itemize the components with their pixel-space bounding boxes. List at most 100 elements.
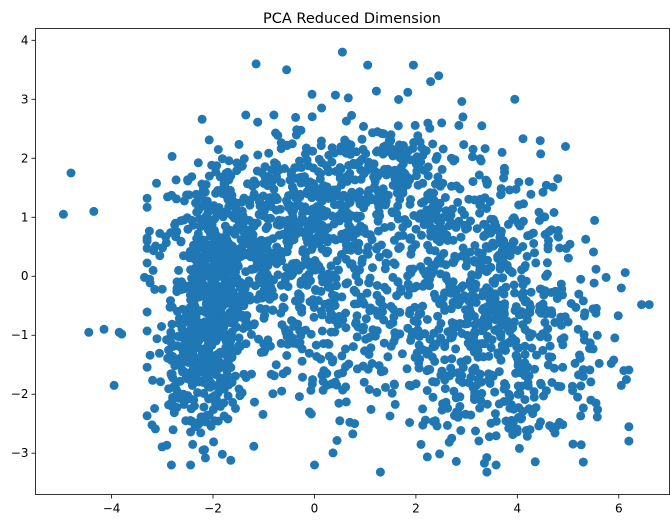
scatter-point — [265, 341, 275, 351]
scatter-point — [290, 264, 300, 274]
y-tick-label: −3 — [11, 446, 29, 460]
scatter-point — [228, 289, 238, 299]
scatter-point — [297, 163, 306, 172]
scatter-point — [237, 197, 247, 207]
scatter-point — [241, 339, 251, 349]
scatter-point — [530, 248, 539, 258]
scatter-point — [442, 420, 452, 430]
scatter-point — [440, 342, 450, 352]
scatter-point — [369, 172, 379, 182]
scatter-point — [482, 302, 492, 312]
scatter-point — [462, 256, 472, 265]
scatter-point — [436, 258, 446, 268]
scatter-point — [468, 144, 478, 154]
scatter-point — [585, 365, 595, 375]
scatter-point — [520, 261, 530, 270]
scatter-point — [561, 142, 570, 151]
scatter-point — [439, 232, 449, 242]
scatter-point — [276, 144, 286, 154]
scatter-point — [526, 287, 536, 297]
scatter-point — [484, 351, 494, 361]
scatter-point — [232, 322, 241, 332]
scatter-point — [189, 395, 199, 405]
scatter-point — [200, 453, 210, 463]
scatter-point — [269, 291, 279, 301]
scatter-point — [518, 134, 528, 144]
scatter-point — [230, 268, 240, 278]
scatter-point — [479, 458, 489, 468]
scatter-point — [441, 397, 451, 407]
scatter-point — [309, 240, 319, 250]
scatter-point — [477, 388, 487, 398]
scatter-point — [525, 308, 535, 318]
scatter-point — [327, 379, 337, 389]
scatter-point — [398, 141, 408, 150]
scatter-point — [239, 312, 249, 322]
scatter-point — [494, 300, 504, 310]
scatter-point — [232, 166, 242, 176]
scatter-point — [333, 166, 342, 176]
scatter-point — [439, 248, 449, 258]
scatter-point — [323, 338, 333, 348]
scatter-point — [523, 378, 533, 388]
scatter-point — [152, 334, 162, 344]
scatter-point — [149, 246, 158, 256]
scatter-point — [407, 244, 417, 254]
scatter-point — [226, 335, 236, 345]
scatter-point — [171, 175, 181, 185]
scatter-point — [324, 167, 334, 177]
scatter-point — [425, 365, 435, 374]
x-tick-label: 6 — [615, 502, 623, 516]
scatter-point — [520, 325, 530, 334]
scatter-point — [302, 155, 312, 165]
scatter-point — [589, 247, 598, 257]
scatter-point — [321, 225, 331, 235]
scatter-point — [624, 436, 634, 446]
scatter-point — [148, 265, 158, 275]
scatter-point — [117, 329, 127, 339]
scatter-point — [412, 166, 422, 176]
scatter-point — [328, 448, 338, 458]
scatter-point — [394, 231, 404, 241]
scatter-point — [287, 139, 297, 149]
scatter-point — [347, 187, 357, 197]
scatter-point — [266, 369, 276, 379]
scatter-point — [470, 241, 480, 250]
scatter-point — [235, 391, 245, 401]
scatter-point — [401, 177, 411, 187]
scatter-point — [179, 389, 188, 399]
scatter-point — [238, 211, 248, 221]
scatter-point — [365, 230, 375, 240]
scatter-point — [449, 156, 459, 166]
scatter-point — [196, 428, 206, 438]
scatter-point — [576, 381, 586, 391]
scatter-point — [372, 326, 382, 336]
scatter-point — [499, 163, 509, 173]
scatter-point — [179, 215, 189, 225]
scatter-point — [468, 152, 477, 162]
scatter-point — [354, 238, 364, 248]
scatter-point — [197, 269, 207, 279]
scatter-point — [525, 332, 535, 342]
scatter-point — [325, 283, 335, 293]
scatter-point — [423, 256, 433, 266]
scatter-point — [244, 322, 254, 331]
scatter-point — [458, 243, 468, 253]
scatter-point — [251, 59, 261, 69]
scatter-point — [541, 180, 551, 190]
scatter-point — [553, 174, 563, 184]
scatter-point — [470, 366, 480, 375]
scatter-point — [382, 285, 392, 295]
x-tick-label: 4 — [514, 502, 522, 516]
scatter-point — [442, 274, 451, 284]
scatter-point — [387, 388, 397, 398]
scatter-point — [142, 193, 152, 203]
scatter-point — [188, 439, 198, 449]
scatter-point — [352, 332, 362, 342]
scatter-point — [497, 147, 507, 157]
scatter-point — [391, 332, 400, 342]
scatter-point — [298, 372, 307, 382]
scatter-point — [361, 149, 371, 159]
scatter-point — [289, 321, 299, 331]
scatter-point — [268, 305, 278, 315]
